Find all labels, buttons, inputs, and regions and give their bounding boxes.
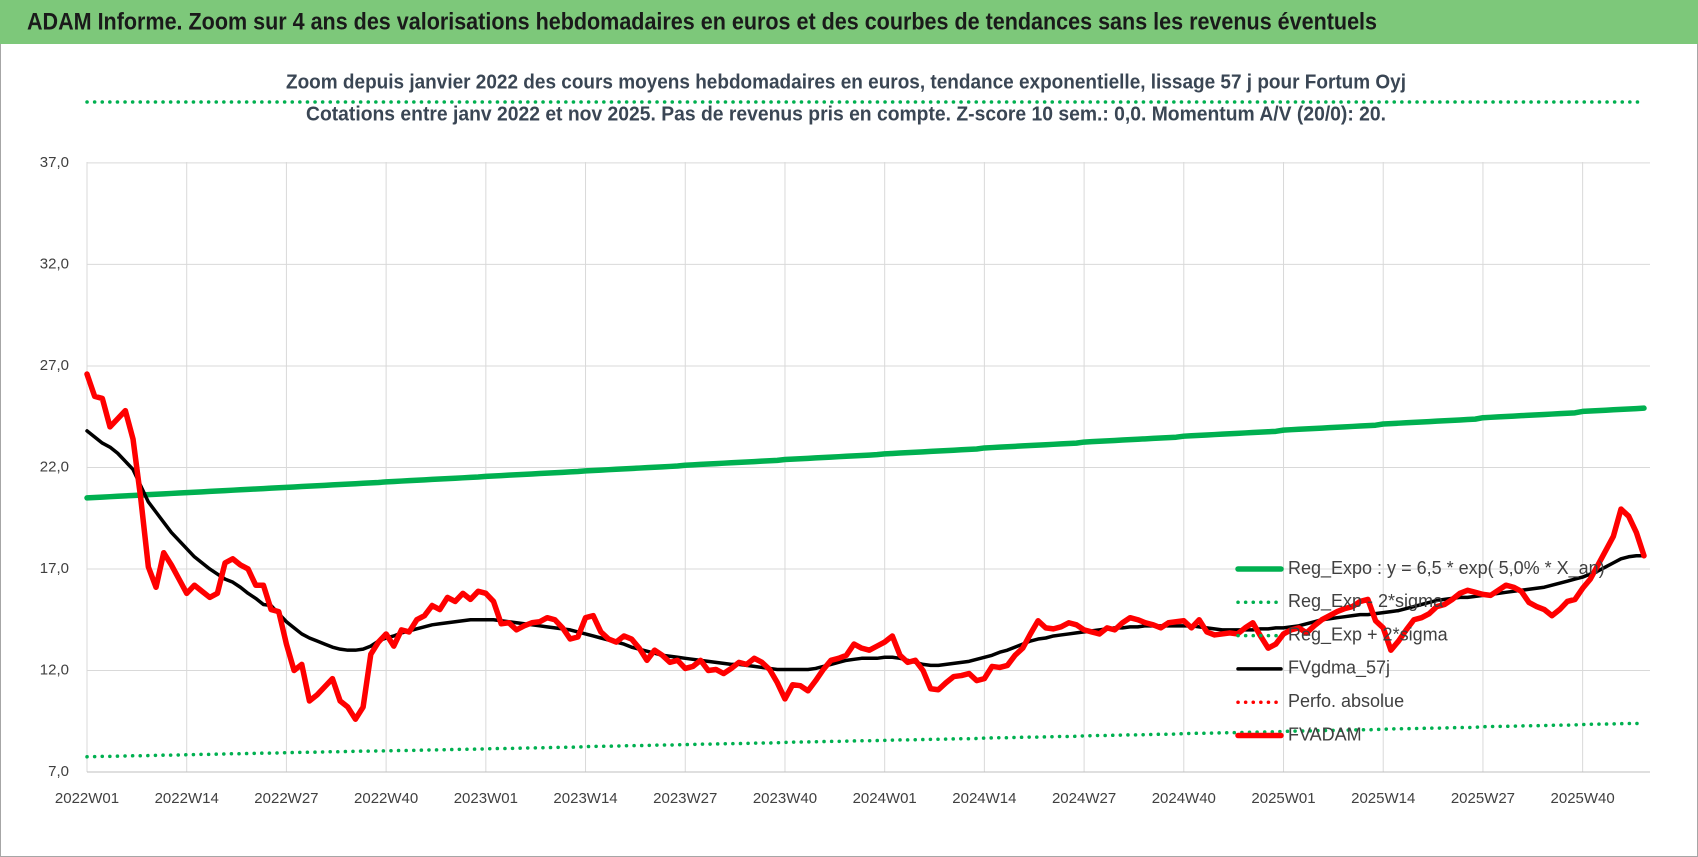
legend-label: Reg_Exp + 2*sigma [1288,624,1449,645]
x-tick-label: 2022W27 [254,790,318,807]
y-tick-label: 7,0 [48,763,69,780]
x-tick-label: 2022W14 [155,790,219,807]
y-tick-label: 17,0 [40,560,69,577]
y-tick-label: 22,0 [40,458,69,475]
x-tick-label: 2024W14 [952,790,1016,807]
x-tick-label: 2022W40 [354,790,418,807]
grid [86,162,1650,773]
chart-subtitle: Cotations entre janv 2022 et nov 2025. P… [306,103,1386,125]
x-tick-label: 2024W27 [1052,790,1116,807]
x-tick-label: 2024W40 [1152,790,1216,807]
legend-label: FVgdma_57j [1288,658,1390,679]
chart-subtitle: Zoom depuis janvier 2022 des cours moyen… [286,71,1406,93]
legend-label: Perfo. absolue [1288,691,1404,711]
legend: Reg_Expo : y = 6,5 * exp( 5,0% * X_an) Re… [1235,558,1605,744]
x-tick-label: 2025W40 [1551,790,1615,807]
banner [0,0,1698,44]
x-tick-label: 2023W40 [753,790,817,807]
x-tick-label: 2023W14 [553,790,617,807]
series-line [85,721,1646,759]
x-tick-label: 2023W27 [653,790,717,807]
series-line [85,429,1646,672]
banner-title: ADAM Informe. Zoom sur 4 ans des valoris… [27,8,1377,35]
y-tick-label: 27,0 [40,357,69,374]
x-tick-label: 2022W01 [55,790,119,807]
x-tick-label: 2023W01 [454,790,518,807]
x-tick-label: 2025W01 [1251,790,1315,807]
series-line [84,371,1647,722]
x-tick-label: 2025W14 [1351,790,1415,807]
series-line [84,405,1647,501]
y-tick-label: 32,0 [40,255,69,272]
x-tick-label: 2025W27 [1451,790,1515,807]
x-tick-label: 2024W01 [853,790,917,807]
legend-label: FVADAM [1288,724,1362,744]
legend-label: Reg_Expo : y = 6,5 * exp( 5,0% * X_an) [1288,558,1605,579]
y-tick-label: 12,0 [40,661,69,678]
y-tick-label: 37,0 [40,154,69,171]
legend-label: Reg_Exp - 2*sigma [1288,591,1444,612]
